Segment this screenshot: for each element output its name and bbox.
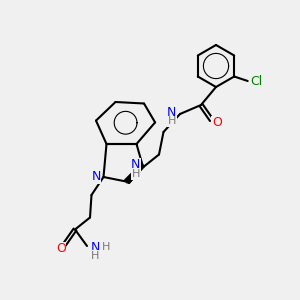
Text: N: N — [91, 241, 100, 254]
Text: H: H — [167, 116, 176, 127]
Text: N: N — [91, 170, 101, 184]
Text: N: N — [167, 106, 176, 119]
Text: Cl: Cl — [250, 75, 263, 88]
Text: H: H — [101, 242, 110, 253]
Text: N: N — [131, 158, 140, 172]
Text: H: H — [131, 169, 140, 179]
Text: H: H — [91, 250, 100, 261]
Text: O: O — [56, 242, 66, 256]
Text: O: O — [212, 116, 222, 130]
